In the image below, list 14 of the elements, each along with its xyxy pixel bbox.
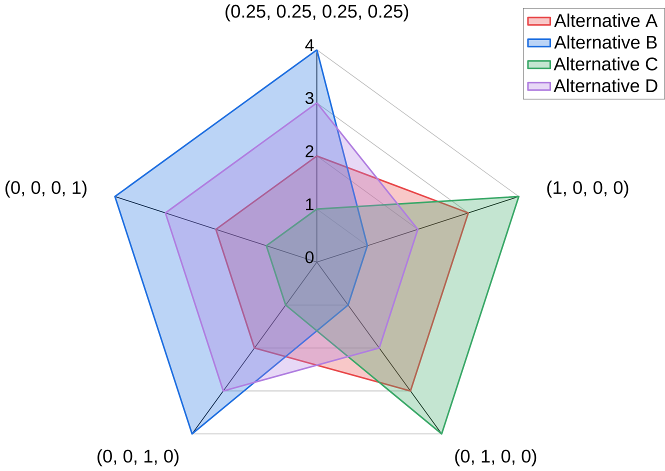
- legend-label: Alternative D: [554, 78, 658, 92]
- legend-label: Alternative C: [554, 57, 658, 71]
- legend-label: Alternative A: [554, 14, 658, 28]
- y-tick-label: 0: [305, 251, 314, 264]
- y-tick-label: 3: [305, 92, 314, 104]
- y-tick-label: 1: [306, 198, 314, 210]
- legend-label: Alternative B: [554, 36, 657, 49]
- y-tick-label: 4: [305, 39, 314, 52]
- spoke-label: (1, 0, 0, 0): [547, 180, 628, 198]
- spoke-label: (0.25, 0.25, 0.25, 0.25): [226, 4, 408, 22]
- spoke-label: (0, 1, 0, 0): [455, 449, 536, 466]
- y-tick-label: 2: [306, 145, 314, 158]
- spoke-label: (0, 0, 1, 0): [98, 449, 179, 466]
- spoke-label: (0, 0, 0, 1): [5, 180, 86, 198]
